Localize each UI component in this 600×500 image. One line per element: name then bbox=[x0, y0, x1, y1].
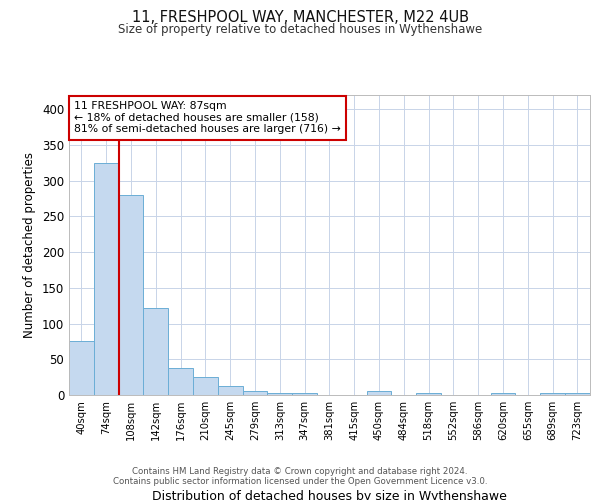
Bar bbox=[416, 393, 441, 395]
Bar bbox=[367, 392, 391, 395]
Bar bbox=[218, 386, 242, 395]
Y-axis label: Number of detached properties: Number of detached properties bbox=[23, 152, 37, 338]
X-axis label: Distribution of detached houses by size in Wythenshawe: Distribution of detached houses by size … bbox=[152, 490, 507, 500]
Bar bbox=[540, 393, 565, 395]
Bar bbox=[94, 163, 119, 395]
Bar bbox=[292, 393, 317, 395]
Text: Contains HM Land Registry data © Crown copyright and database right 2024.: Contains HM Land Registry data © Crown c… bbox=[132, 466, 468, 475]
Bar bbox=[491, 393, 515, 395]
Bar bbox=[143, 308, 168, 395]
Bar bbox=[565, 393, 590, 395]
Bar bbox=[193, 377, 218, 395]
Bar bbox=[242, 392, 268, 395]
Bar bbox=[69, 342, 94, 395]
Text: Contains public sector information licensed under the Open Government Licence v3: Contains public sector information licen… bbox=[113, 478, 487, 486]
Bar bbox=[268, 393, 292, 395]
Bar bbox=[168, 368, 193, 395]
Text: 11 FRESHPOOL WAY: 87sqm
← 18% of detached houses are smaller (158)
81% of semi-d: 11 FRESHPOOL WAY: 87sqm ← 18% of detache… bbox=[74, 101, 341, 134]
Bar bbox=[119, 195, 143, 395]
Text: Size of property relative to detached houses in Wythenshawe: Size of property relative to detached ho… bbox=[118, 24, 482, 36]
Text: 11, FRESHPOOL WAY, MANCHESTER, M22 4UB: 11, FRESHPOOL WAY, MANCHESTER, M22 4UB bbox=[131, 10, 469, 25]
